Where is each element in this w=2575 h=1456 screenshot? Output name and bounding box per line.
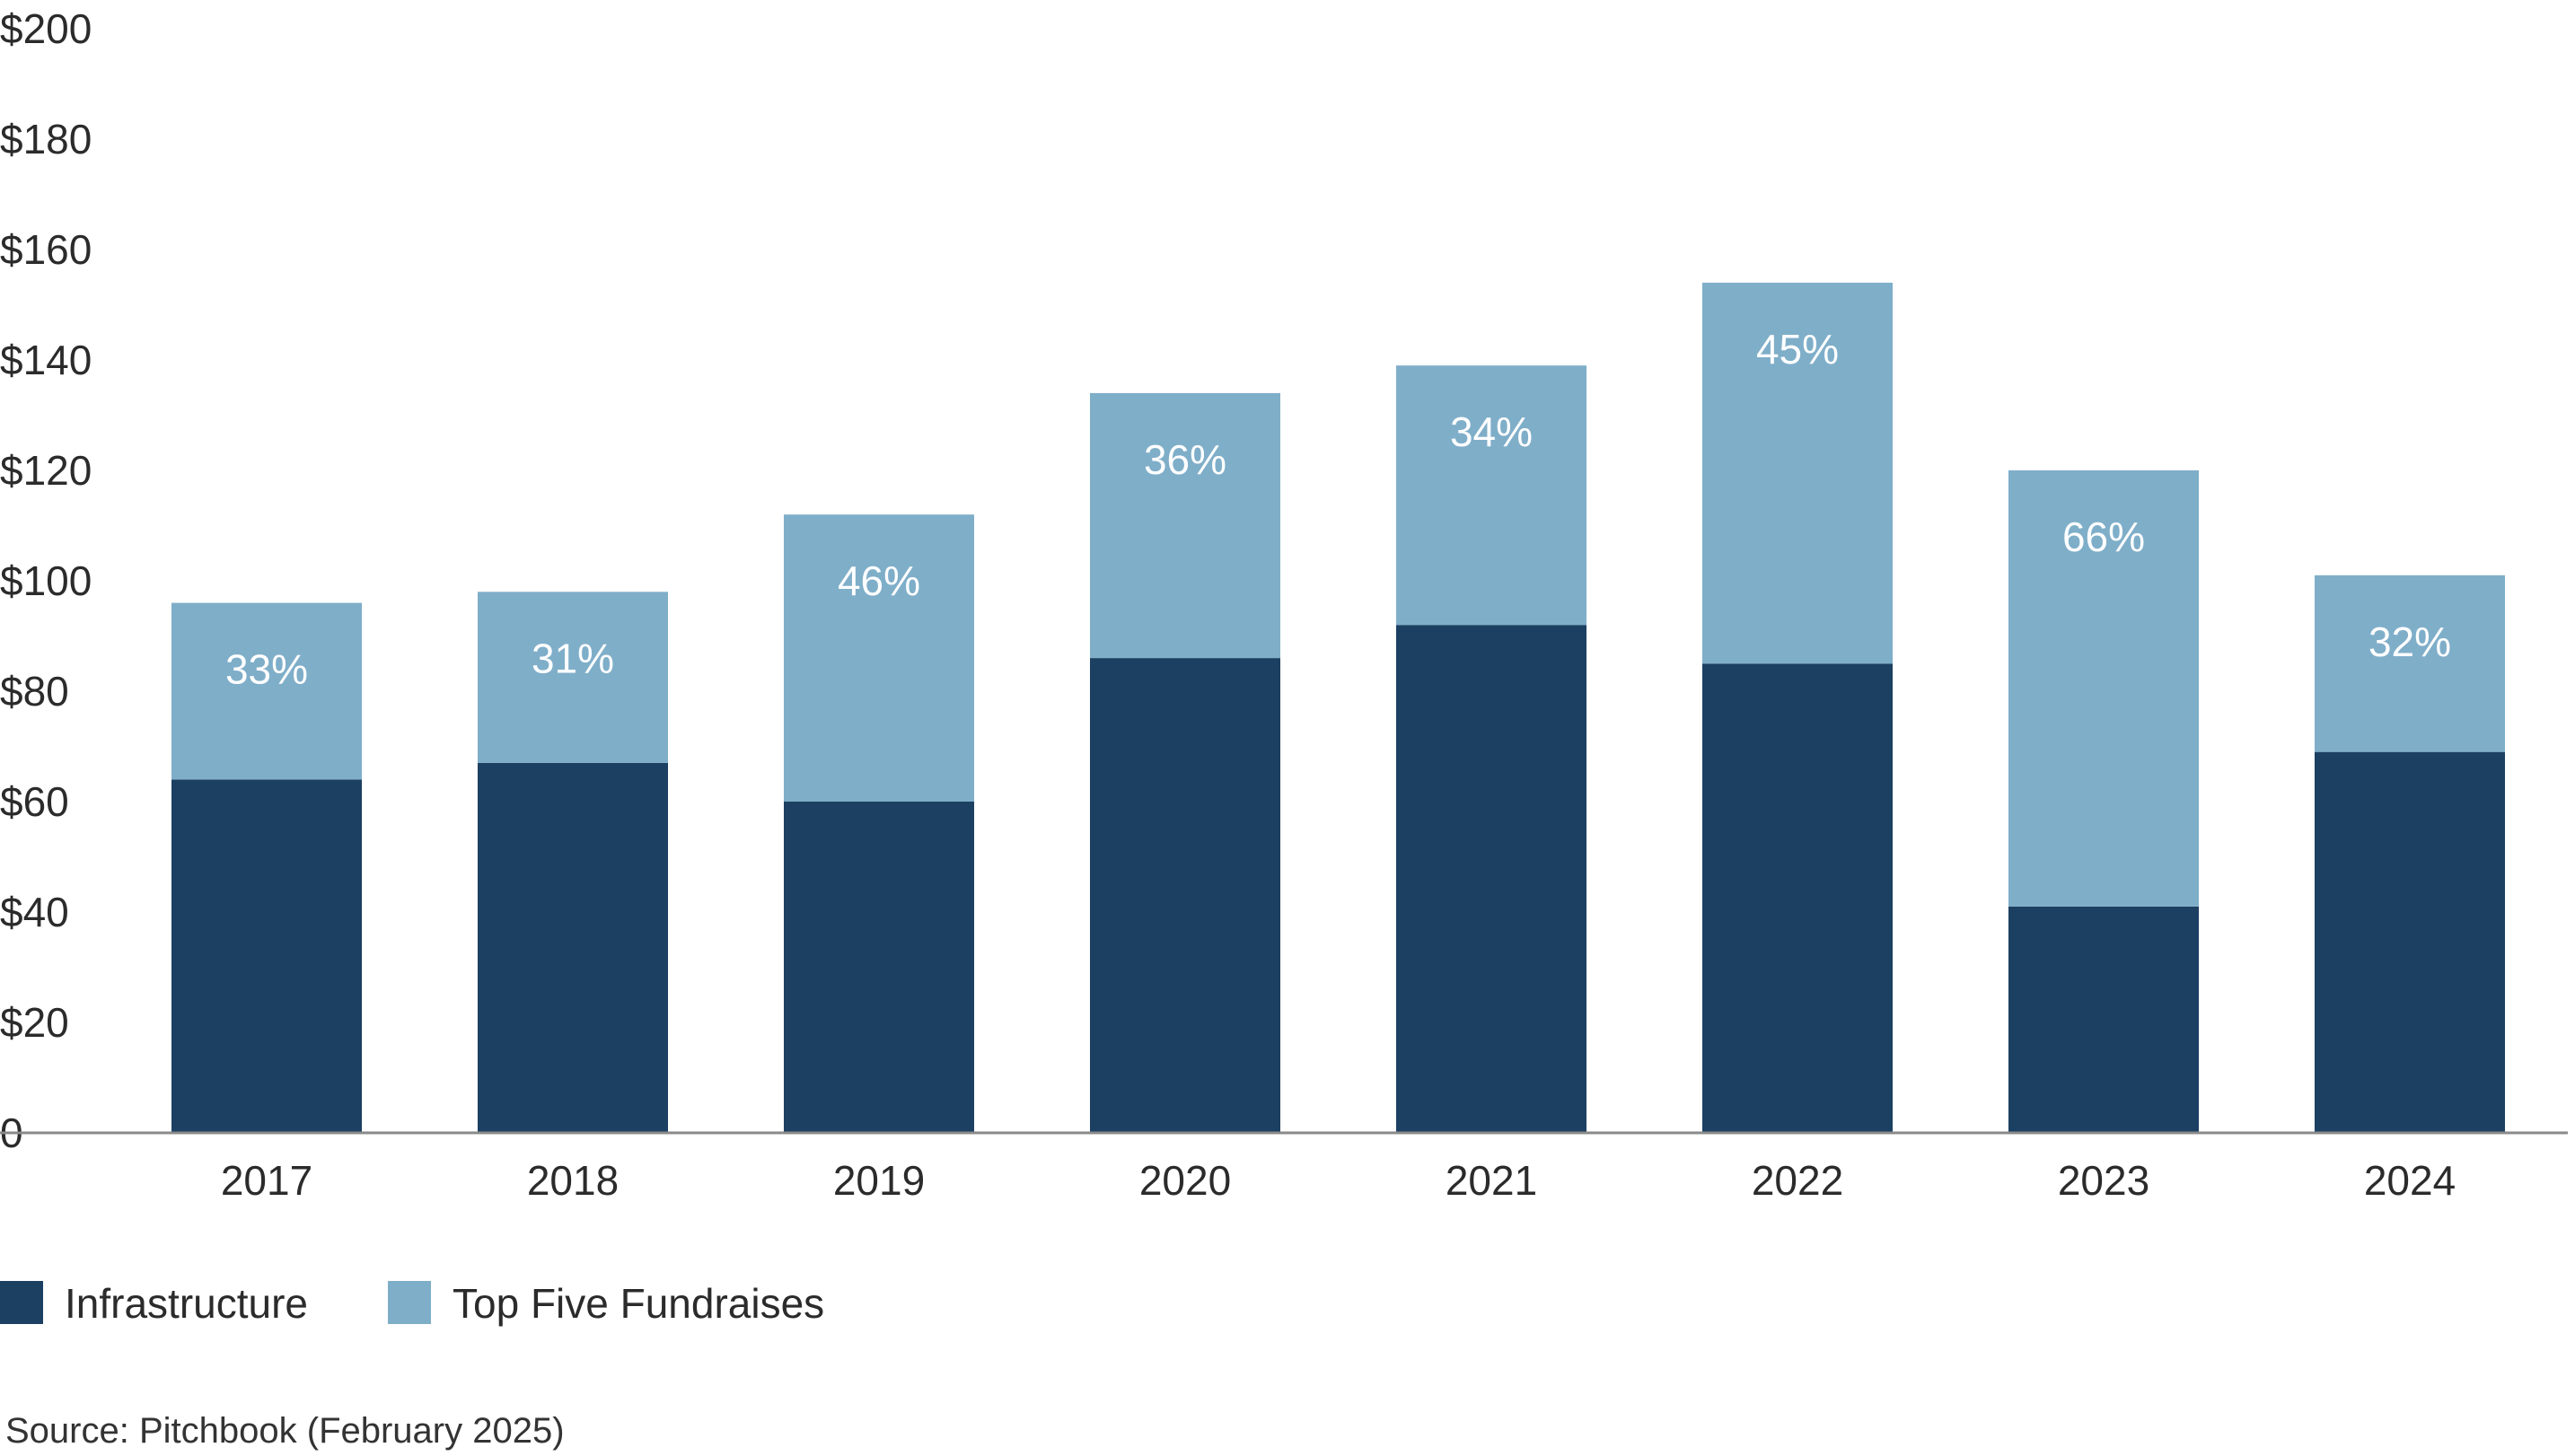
bar-2020-top-five-fundraises: [1090, 392, 1280, 659]
bar-2019-top-five-fundraises: [784, 514, 974, 802]
y-tick-label: $100: [0, 557, 92, 604]
bar-data-label: 66%: [2062, 513, 2145, 560]
x-axis-labels: 2017 2018 2019 2020 2021 2022 2023 2024: [221, 1157, 2456, 1204]
legend: Infrastructure Top Five Fundraises: [0, 1280, 824, 1327]
bar-2018-infrastructure: [478, 762, 668, 1133]
bar-2021-top-five-fundraises: [1396, 365, 1586, 626]
x-tick-label: 2024: [2364, 1157, 2456, 1204]
bar-data-label: 34%: [1450, 408, 1533, 455]
y-axis-labels: 0$20$40$60$80$100$120$140$160$180$200: [0, 5, 92, 1156]
y-tick-label: $60: [0, 778, 69, 825]
x-tick-label: 2018: [527, 1157, 619, 1204]
x-tick-label: 2017: [221, 1157, 312, 1204]
bar-data-label: 32%: [2368, 618, 2451, 665]
y-tick-label: $40: [0, 889, 69, 935]
bar-2022-infrastructure: [1702, 663, 1893, 1133]
bar-2018-top-five-fundraises: [478, 592, 668, 763]
y-tick-label: $20: [0, 999, 69, 1046]
legend-label: Infrastructure: [65, 1280, 308, 1327]
bar-data-labels: 33% 31% 46% 36% 34% 45% 66% 32%: [225, 326, 2451, 693]
legend-swatch-top-five-fundraises: [388, 1281, 431, 1324]
bar-2022-top-five-fundraises: [1702, 282, 1893, 664]
x-tick-label: 2020: [1139, 1157, 1231, 1204]
bar-2019-infrastructure: [784, 802, 974, 1133]
legend-label: Top Five Fundraises: [453, 1280, 824, 1327]
legend-swatch-infrastructure: [0, 1281, 43, 1324]
bar-data-label: 36%: [1144, 436, 1226, 483]
x-tick-label: 2022: [1752, 1157, 1843, 1204]
bar-2023-infrastructure: [2008, 906, 2199, 1133]
x-tick-label: 2019: [833, 1157, 925, 1204]
y-tick-label: $80: [0, 668, 69, 715]
bar-2020-infrastructure: [1090, 658, 1280, 1133]
y-tick-label: $200: [0, 5, 92, 52]
y-tick-label: $140: [0, 337, 92, 383]
bar-2024-top-five-fundraises: [2315, 575, 2505, 752]
bar-data-label: 33%: [225, 646, 308, 693]
source-note: Source: Pitchbook (February 2025): [5, 1411, 565, 1451]
x-tick-label: 2023: [2058, 1157, 2149, 1204]
bar-2023-top-five-fundraises: [2008, 470, 2199, 907]
bar-data-label: 31%: [532, 635, 614, 681]
bar-2021-infrastructure: [1396, 625, 1586, 1133]
bar-2017-infrastructure: [171, 779, 362, 1133]
y-tick-label: $160: [0, 226, 92, 273]
bar-2024-infrastructure: [2315, 751, 2505, 1133]
bar-data-label: 46%: [838, 557, 920, 604]
y-tick-label: $180: [0, 116, 92, 162]
bar-data-label: 45%: [1756, 326, 1839, 373]
bar-2017-top-five-fundraises: [171, 602, 362, 780]
y-tick-label: $120: [0, 447, 92, 494]
x-tick-label: 2021: [1446, 1157, 1537, 1204]
bars: [171, 282, 2505, 1133]
